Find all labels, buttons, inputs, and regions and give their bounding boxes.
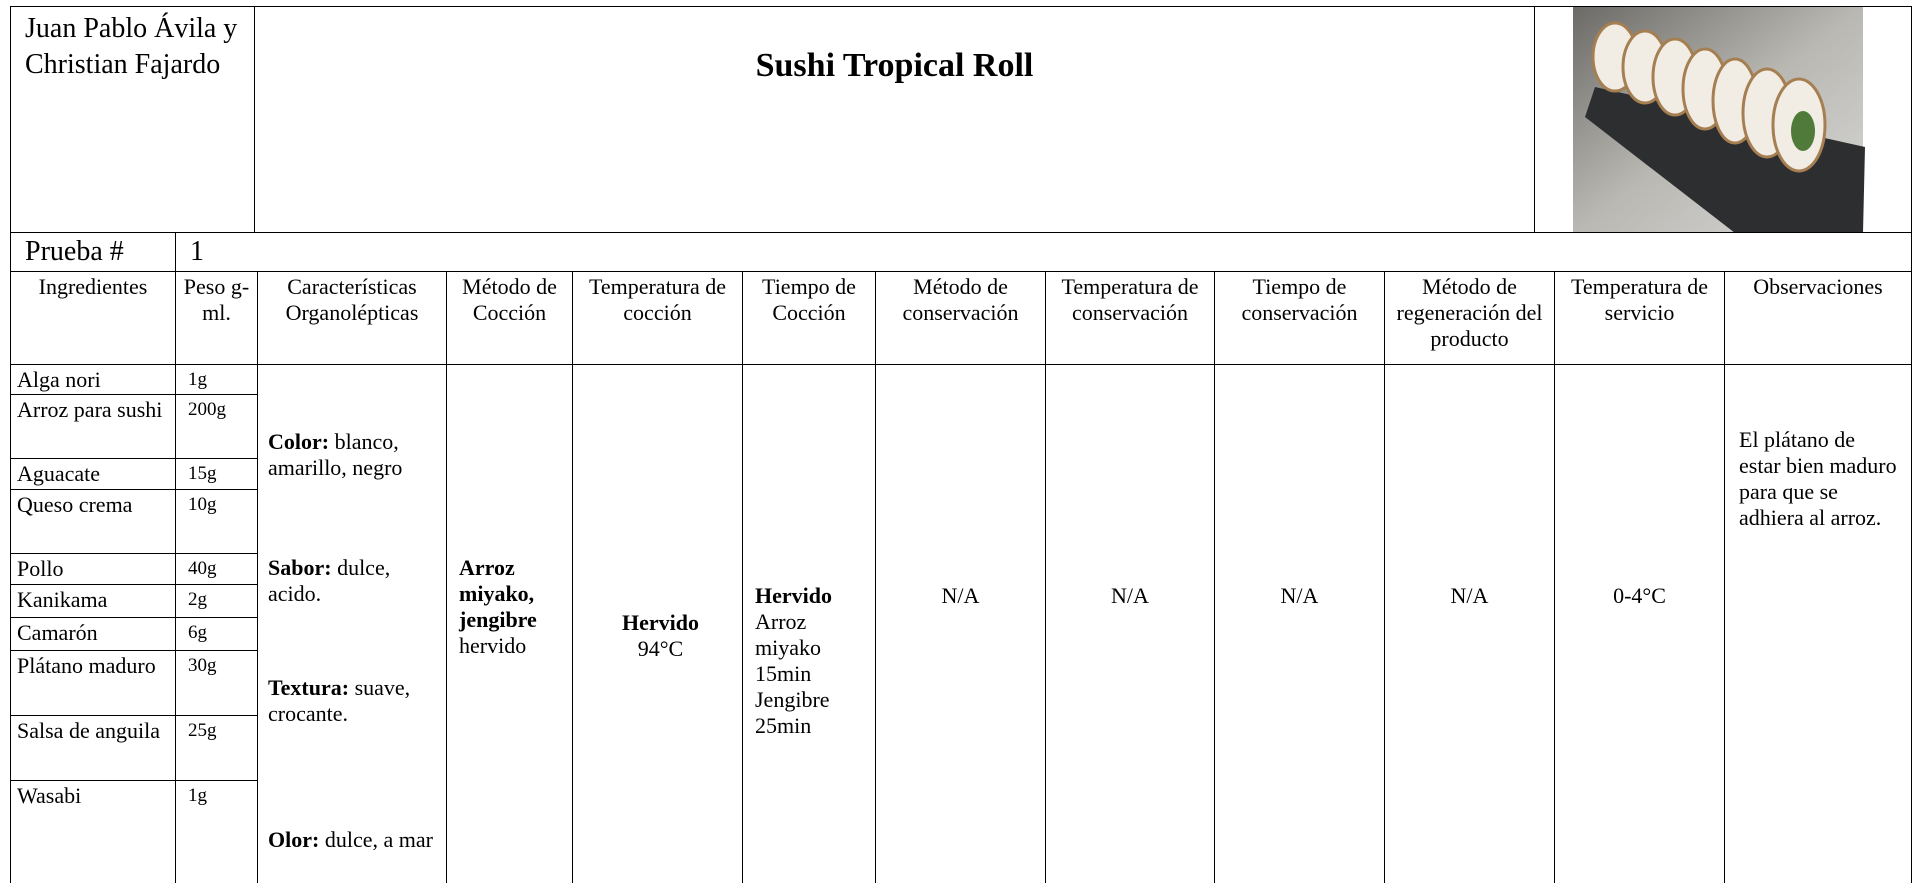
value-cell: N/A (1384, 364, 1555, 883)
regeneration-method: N/A (1450, 583, 1489, 608)
photo-cell (1534, 6, 1912, 233)
ingredient-name: Camarón (10, 617, 176, 651)
title: Sushi Tropical Roll (755, 47, 1034, 84)
serving-temperature: 0-4°C (1613, 583, 1666, 608)
column-header: Temperatura de conservación (1045, 271, 1215, 365)
characteristic-text: dulce, acido. (268, 555, 391, 606)
ingredient-name: Arroz para sushi (10, 394, 176, 459)
cooking-method-cell: Arroz miyako, jengibre hervido (446, 364, 573, 883)
characteristic-text: blanco, amarillo, negro (268, 429, 403, 480)
column-header: Método de conservación (875, 271, 1046, 365)
ingredient-weight: 2g (175, 584, 258, 618)
characteristic-label: Textura: (268, 675, 350, 700)
column-header: Tiempo de Cocción (742, 271, 876, 365)
ingredient-name: Alga nori (10, 364, 176, 395)
value-cell: N/A (1045, 364, 1215, 883)
author-cell: Juan Pablo Ávila y Christian Fajardo (10, 6, 255, 233)
ingredient-weight: 15g (175, 458, 258, 490)
ingredient-weight: 1g (175, 364, 258, 395)
column-header: Características Organolépticas (257, 271, 447, 365)
cooking-temperature-bold: Hervido (622, 610, 699, 635)
conservation-time: N/A (1280, 583, 1319, 608)
cooking-time-bold: Hervido (755, 583, 832, 608)
conservation-method: N/A (941, 583, 980, 608)
author: Juan Pablo Ávila y Christian Fajardo (25, 13, 238, 80)
ingredient-name: Pollo (10, 553, 176, 585)
photo (1535, 7, 1911, 232)
ingredient-weight: 25g (175, 715, 258, 781)
test-label-cell: Prueba # (10, 232, 176, 272)
test-label: Prueba # (25, 236, 124, 267)
characteristic: Sabor: dulce, acido. (268, 555, 440, 607)
characteristic-label: Olor: (268, 827, 320, 852)
test-value: 1 (190, 236, 204, 267)
value-cell: N/A (1214, 364, 1385, 883)
characteristic: Olor: dulce, a mar (268, 827, 440, 853)
ingredient-name: Queso crema (10, 489, 176, 554)
column-header: Temperatura de servicio (1554, 271, 1725, 365)
column-header: Método de Cocción (446, 271, 573, 365)
ingredient-weight: 30g (175, 650, 258, 716)
ingredient-weight: 1g (175, 780, 258, 883)
cooking-temperature-cell: Hervido 94°C (572, 364, 743, 883)
characteristics-cell: Color: blanco, amarillo, negro Sabor: dul… (257, 364, 447, 883)
value-cell: N/A (875, 364, 1046, 883)
conservation-temperature: N/A (1111, 583, 1149, 608)
ingredient-weight: 40g (175, 553, 258, 585)
cooking-time-text: Arroz miyako 15min Jengibre 25min (755, 609, 830, 738)
ingredient-weight: 200g (175, 394, 258, 459)
cooking-method-bold: Arroz miyako, jengibre (459, 555, 537, 632)
column-header: Ingredientes (10, 271, 176, 365)
ingredient-weight: 10g (175, 489, 258, 554)
column-header: Tiempo de conservación (1214, 271, 1385, 365)
ingredient-name: Salsa de anguila (10, 715, 176, 781)
characteristic: Color: blanco, amarillo, negro (268, 429, 440, 481)
ingredient-name: Aguacate (10, 458, 176, 490)
column-header: Observaciones (1724, 271, 1912, 365)
observations-cell: El plátano de estar bien maduro para que… (1724, 364, 1912, 883)
ingredient-name: Plátano maduro (10, 650, 176, 716)
characteristic-label: Color: (268, 429, 330, 454)
ingredient-name: Wasabi (10, 780, 176, 883)
test-value-cell: 1 (175, 232, 1912, 272)
observations: El plátano de estar bien maduro para que… (1739, 427, 1897, 530)
column-header: Método de regeneración del producto (1384, 271, 1555, 365)
title-cell: Sushi Tropical Roll (254, 6, 1535, 233)
characteristic: Textura: suave, crocante. (268, 675, 440, 727)
ingredient-name: Kanikama (10, 584, 176, 618)
value-cell: 0-4°C (1554, 364, 1725, 883)
cooking-method-text: hervido (459, 633, 527, 658)
characteristic-text: suave, crocante. (268, 675, 411, 726)
cooking-temperature-text: 94°C (637, 636, 684, 661)
cooking-time-cell: Hervido Arroz miyako 15min Jengibre 25min (742, 364, 876, 883)
ingredient-weight: 6g (175, 617, 258, 651)
column-header: Peso g-ml. (175, 271, 258, 365)
characteristic-text: dulce, a mar (324, 827, 433, 852)
column-header: Temperatura de cocción (572, 271, 743, 365)
characteristic-label: Sabor: (268, 555, 332, 580)
